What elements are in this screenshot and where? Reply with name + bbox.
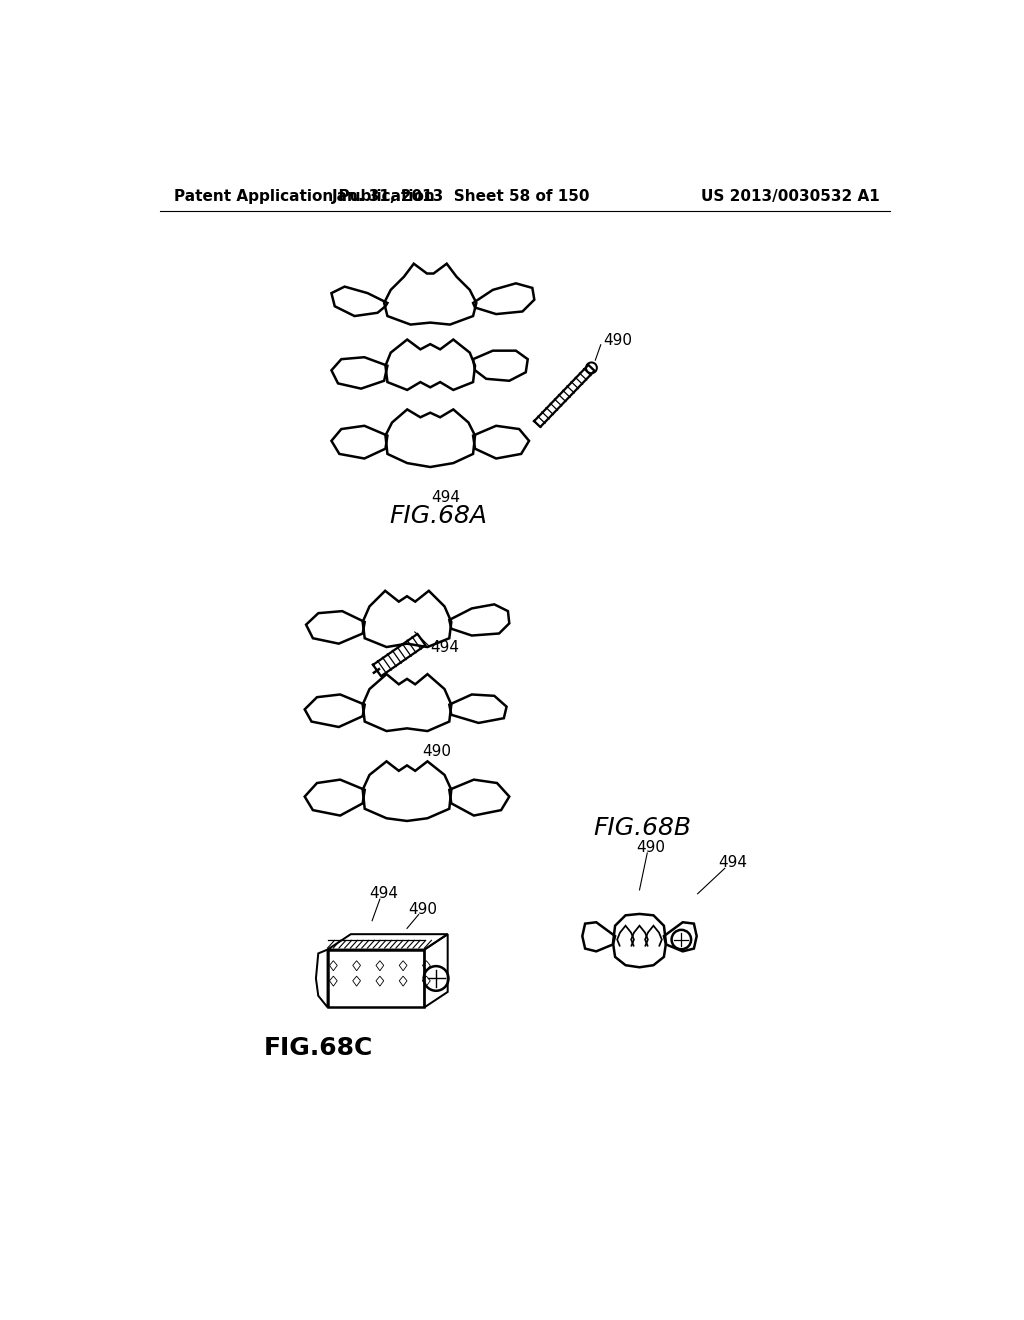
Text: 490: 490	[637, 840, 666, 855]
Text: FIG.68A: FIG.68A	[389, 504, 487, 528]
Text: 490: 490	[423, 743, 452, 759]
Text: FIG.68B: FIG.68B	[593, 816, 691, 841]
Text: 494: 494	[718, 855, 746, 870]
Text: 494: 494	[430, 640, 459, 655]
Text: US 2013/0030532 A1: US 2013/0030532 A1	[701, 189, 880, 205]
Text: 494: 494	[431, 490, 460, 504]
Text: 490: 490	[603, 334, 632, 348]
Text: Patent Application Publication: Patent Application Publication	[174, 189, 435, 205]
Text: FIG.68C: FIG.68C	[263, 1036, 373, 1060]
Text: Jan. 31, 2013  Sheet 58 of 150: Jan. 31, 2013 Sheet 58 of 150	[332, 189, 591, 205]
Text: 490: 490	[408, 902, 437, 916]
Text: 494: 494	[370, 886, 398, 902]
